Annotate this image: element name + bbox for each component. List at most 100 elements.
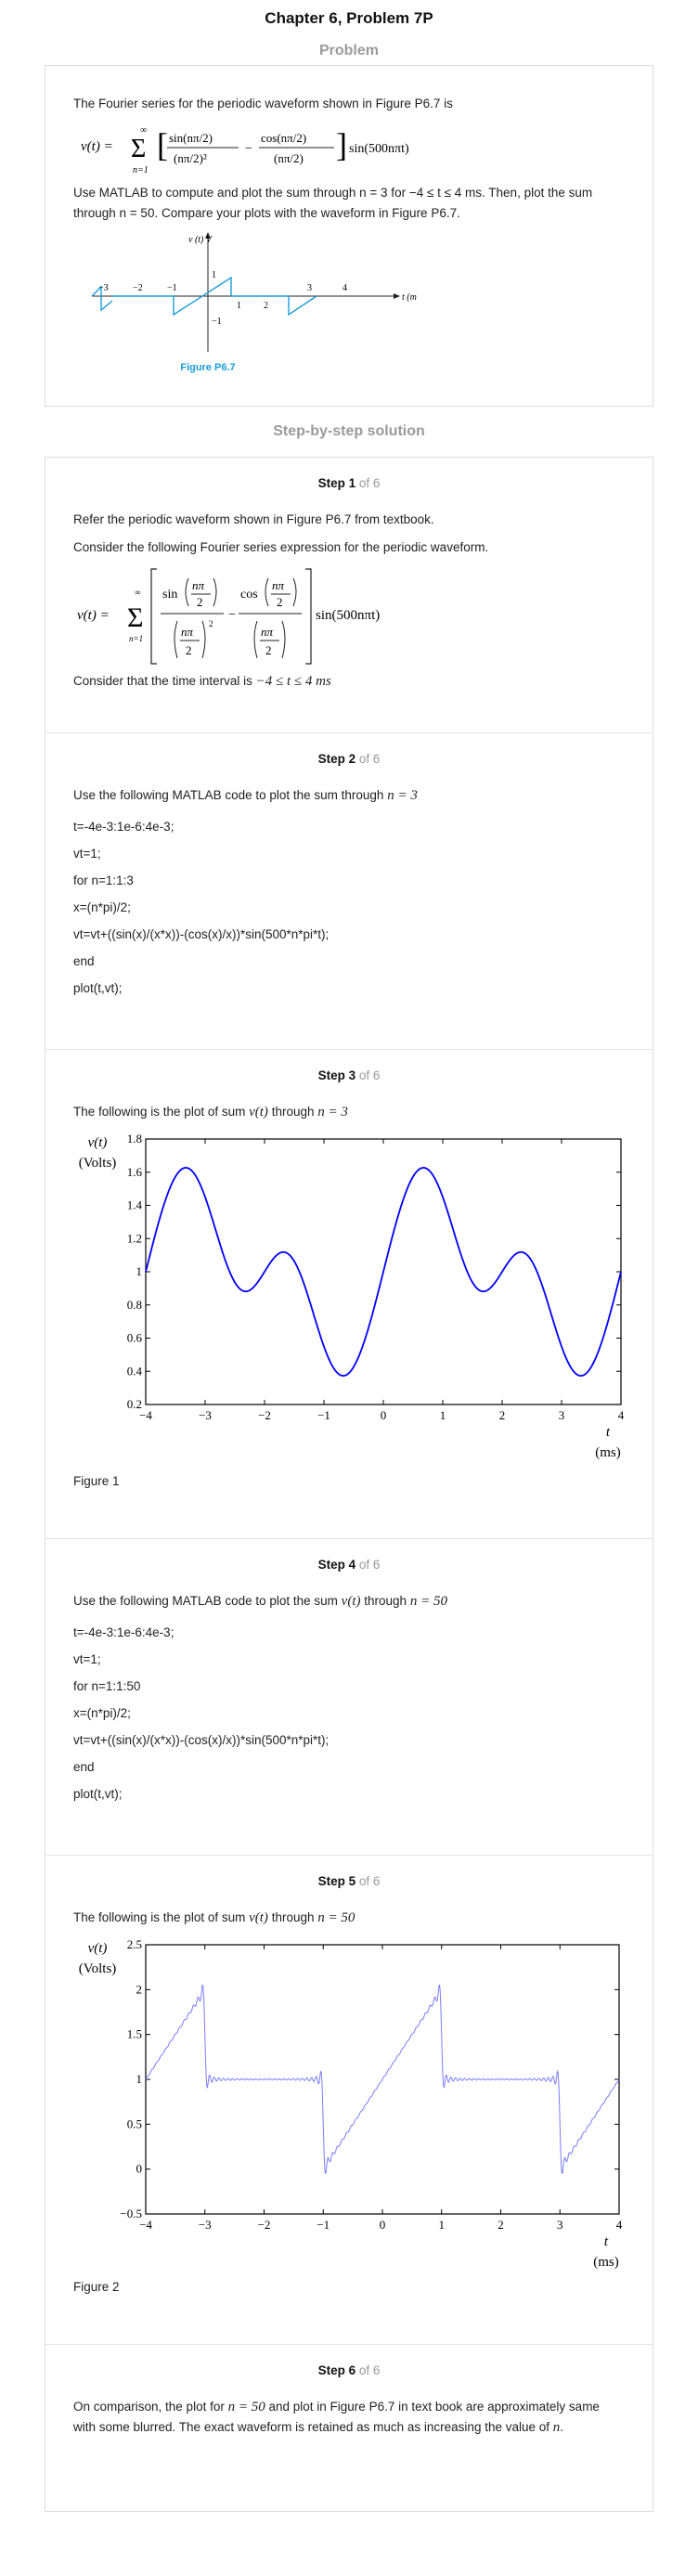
x-tick-label: −1 <box>317 1408 330 1422</box>
y-tick-label: 1.8 <box>127 1132 142 1146</box>
svg-text:nπ: nπ <box>181 625 194 639</box>
svg-text:sin(500nπt): sin(500nπt) <box>316 608 380 623</box>
code-line: end <box>73 954 95 968</box>
code-line: x=(n*pi)/2; <box>73 900 131 914</box>
fig-xtick-1: 1 <box>237 301 241 311</box>
figure-p6-7: v (t) V t (ms) 1 −1 −3 −2 −1 1 2 3 4 Fig… <box>91 232 417 373</box>
x-tick-label: −2 <box>258 2218 271 2232</box>
bracket-right: ] <box>336 126 347 163</box>
fig-x-arrow-icon <box>394 293 400 299</box>
y-tick-label: 0 <box>136 2162 143 2176</box>
figure-2-chart: −4 −3 −2 −1 0 1 2 3 4 −0.5 0 0.5 1 1.5 2 2.5 v(t) (Volts)… <box>79 1937 623 2270</box>
svg-text:nπ: nπ <box>272 578 285 592</box>
svg-text:nπ: nπ <box>261 625 274 639</box>
fig-xtick-m2: −2 <box>133 283 143 293</box>
eq-term1-num: sin(nπ/2) <box>169 131 213 145</box>
eq-sum-bottom: n=1 <box>133 165 149 175</box>
fig-xtick-4: 4 <box>343 283 347 293</box>
y-tick-label: 1.4 <box>127 1198 143 1212</box>
step-1-text-1: Refer the periodic waveform shown in Fig… <box>73 512 434 526</box>
y-tick-label: 0.6 <box>127 1331 143 1345</box>
svg-text:sin: sin <box>162 588 177 602</box>
bracket-left: [ <box>157 126 168 163</box>
eq-term2-num: cos(nπ/2) <box>261 131 306 145</box>
step-1-header: Step 1 of 6 <box>317 476 381 490</box>
page-title: Chapter 6, Problem 7P <box>265 9 433 27</box>
figure-1-caption: Figure 1 <box>73 1474 120 1488</box>
eq-lhs: v(t) = <box>81 139 113 154</box>
y-tick-label: 1.6 <box>127 1165 143 1179</box>
svg-text:v(t) =: v(t) = <box>77 608 110 623</box>
step-4: Step 4 of 6 Use the following MATLAB cod… <box>45 1538 653 1855</box>
x-tick-label: −3 <box>199 2218 212 2232</box>
code-line: end <box>73 1760 95 1774</box>
problem-box: The Fourier series for the periodic wave… <box>45 65 653 407</box>
x-axis-label: t <box>606 1425 611 1440</box>
y-tick-label: 2 <box>136 1982 143 1996</box>
code-line: plot(t,vt); <box>73 1787 123 1801</box>
svg-text:2: 2 <box>186 643 192 657</box>
sigma-symbol: Σ <box>131 135 146 163</box>
step-6: Step 6 of 6 On comparison, the plot for … <box>45 2344 653 2511</box>
code-line: plot(t,vt); <box>73 981 123 995</box>
code-line: vt=vt+((sin(x)/(x*x))-(cos(x)/x))*sin(50… <box>73 1733 330 1747</box>
code-line: t=-4e-3:1e-6:4e-3; <box>73 820 174 834</box>
y-tick-label: 1 <box>136 1264 143 1278</box>
svg-text:−: − <box>228 608 236 622</box>
steps-box: Step 1 of 6 Refer the periodic waveform … <box>45 457 653 2512</box>
y-tick-label: 0.5 <box>127 2116 142 2130</box>
step-1: Step 1 of 6 Refer the periodic waveform … <box>45 458 653 732</box>
eq-minus: − <box>245 142 252 156</box>
y-axis-label-unit: (Volts) <box>79 1961 117 1976</box>
step-5-intro: The following is the plot of sum v(t) th… <box>73 1910 355 1925</box>
problem-section-title: Problem <box>318 43 379 58</box>
figure-2-caption: Figure 2 <box>73 2280 120 2294</box>
y-axis-label-unit: (Volts) <box>79 1156 117 1171</box>
step-2-intro: Use the following MATLAB code to plot th… <box>73 788 418 803</box>
eq-sum-top: ∞ <box>140 125 147 136</box>
svg-text:2: 2 <box>197 595 203 609</box>
y-tick-label: 0.2 <box>127 1397 142 1411</box>
svg-text:2: 2 <box>277 595 283 609</box>
step-3-header: Step 3 of 6 <box>317 1068 381 1082</box>
step-2-header: Step 2 of 6 <box>317 752 381 766</box>
svg-text:2: 2 <box>209 619 213 628</box>
x-tick-label: 0 <box>380 2218 386 2232</box>
step-4-header: Step 4 of 6 <box>317 1558 381 1572</box>
y-tick-label: 1.5 <box>127 2027 142 2041</box>
fig-xtick-2: 2 <box>264 301 268 311</box>
eq-term2-den: (nπ/2) <box>274 151 304 165</box>
x-tick-label: 0 <box>381 1408 387 1422</box>
svg-text:2: 2 <box>265 643 272 657</box>
bracket-left <box>150 568 157 665</box>
y-tick-label: −0.5 <box>120 2207 142 2220</box>
step-1-equation: v(t) = ∞ Σ n=1 sin nπ 2 nπ 2 2 − cos <box>77 568 380 665</box>
problem-instruction: Use MATLAB to compute and plot the sum t… <box>73 186 593 220</box>
eq-tail: sin(500nπt) <box>349 142 409 156</box>
y-tick-label: 0.4 <box>127 1364 143 1378</box>
y-tick-label: 1.2 <box>127 1231 142 1245</box>
bracket-right <box>305 568 312 665</box>
x-tick-label: 2 <box>498 2218 504 2232</box>
fig-ytick-1: 1 <box>212 270 216 280</box>
fig-ylabel: v (t) V <box>188 235 213 245</box>
step-6-text: On comparison, the plot for n = 50 and p… <box>73 2400 600 2435</box>
fig-ytick-minus1: −1 <box>212 317 222 327</box>
svg-text:n=1: n=1 <box>129 634 143 643</box>
x-axis-label-unit: (ms) <box>595 1445 621 1460</box>
x-tick-label: 4 <box>618 1408 625 1422</box>
code-line: vt=vt+((sin(x)/(x*x))-(cos(x)/x))*sin(50… <box>73 927 330 941</box>
fig-xtick-m3: −3 <box>98 283 109 293</box>
step-5: Step 5 of 6 The following is the plot of… <box>45 1855 653 2344</box>
series-line <box>145 1984 620 2175</box>
y-tick-label: 2.5 <box>127 1937 142 1951</box>
svg-text:nπ: nπ <box>192 578 205 592</box>
fig-xlabel: t (ms) <box>402 292 417 303</box>
x-tick-label: −3 <box>199 1408 212 1422</box>
step-1-text-2: Consider the following Fourier series ex… <box>73 540 489 554</box>
step-2: Step 2 of 6 Use the following MATLAB cod… <box>45 732 653 1049</box>
y-tick-label: 1 <box>136 2072 143 2086</box>
solution-section-title: Step-by-step solution <box>273 423 425 439</box>
x-tick-label: −1 <box>317 2218 330 2232</box>
